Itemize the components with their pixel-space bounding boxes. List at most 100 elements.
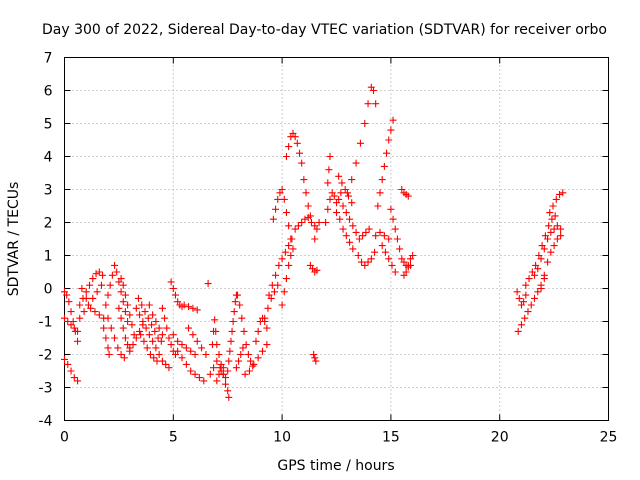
data-point	[119, 324, 127, 332]
data-point	[310, 351, 318, 358]
data-point	[117, 351, 125, 358]
data-point	[342, 232, 350, 240]
data-point	[302, 189, 310, 197]
data-point	[155, 324, 163, 332]
data-point	[324, 205, 332, 213]
data-point	[537, 255, 545, 263]
data-point	[191, 351, 199, 358]
data-point	[380, 162, 388, 170]
x-tick-label: 0	[60, 430, 69, 446]
data-point	[274, 195, 282, 203]
data-point	[311, 235, 319, 243]
data-point	[326, 153, 334, 160]
data-point	[330, 192, 338, 200]
data-point	[67, 308, 75, 316]
y-tick-label: -1	[39, 315, 53, 331]
data-point	[107, 324, 115, 332]
data-point	[237, 351, 245, 358]
data-point	[132, 304, 140, 312]
data-point	[349, 222, 357, 230]
data-point	[104, 344, 112, 352]
tick-labels: 0 5 10 15 20 25 -4 -3 -2 -1 0 1 2 3 4 5 6 7	[39, 51, 618, 446]
data-point	[93, 288, 101, 296]
data-point	[222, 380, 230, 388]
x-tick-label: 5	[169, 430, 178, 446]
data-point	[252, 337, 260, 345]
data-point	[105, 351, 113, 358]
data-point	[230, 308, 238, 316]
data-point	[148, 321, 156, 329]
data-point	[534, 288, 542, 296]
data-point	[514, 327, 522, 335]
data-point	[174, 337, 182, 345]
data-point	[335, 172, 343, 180]
data-point	[126, 311, 134, 319]
data-point	[549, 202, 557, 210]
data-point	[193, 337, 201, 345]
data-point	[265, 291, 273, 299]
x-tick-label: 20	[491, 430, 509, 446]
data-point	[540, 271, 548, 279]
data-point	[520, 298, 528, 306]
data-point	[82, 288, 90, 296]
data-point	[301, 215, 309, 223]
data-point	[371, 248, 379, 256]
data-point	[557, 232, 565, 240]
data-point	[402, 268, 410, 276]
data-point	[287, 235, 295, 243]
data-point	[388, 261, 396, 269]
data-point	[233, 291, 241, 299]
data-point	[525, 275, 533, 283]
data-point	[152, 344, 160, 352]
data-point	[517, 321, 525, 329]
data-point	[249, 362, 257, 370]
data-point	[522, 291, 530, 299]
data-point	[139, 318, 147, 325]
data-point	[324, 179, 332, 187]
data-point	[293, 139, 301, 147]
data-point	[182, 360, 190, 368]
data-point	[374, 202, 382, 210]
data-point	[385, 255, 393, 263]
data-point	[67, 321, 75, 329]
data-point	[76, 314, 84, 322]
y-tick-label: 5	[44, 117, 53, 133]
data-point	[238, 314, 246, 322]
data-point	[152, 318, 160, 325]
data-point	[294, 222, 302, 230]
data-point	[339, 225, 347, 233]
data-point	[385, 235, 393, 243]
data-point	[119, 298, 127, 306]
data-point	[114, 344, 122, 352]
data-point	[128, 321, 136, 329]
y-tick-label: 6	[44, 84, 53, 100]
data-point	[337, 189, 345, 197]
data-point	[178, 341, 186, 349]
data-point	[153, 357, 161, 365]
data-point	[121, 334, 129, 342]
data-point	[300, 176, 308, 184]
data-point	[282, 275, 290, 283]
data-point	[169, 285, 177, 292]
data-point	[76, 301, 84, 309]
data-point	[97, 281, 105, 289]
data-point	[78, 285, 86, 292]
data-point	[136, 327, 144, 335]
data-point	[138, 301, 146, 309]
data-point	[165, 334, 173, 342]
data-point	[74, 337, 82, 345]
data-point	[364, 258, 372, 266]
data-point	[178, 354, 186, 362]
y-axis-label: SDTVAR / TECUs	[6, 182, 22, 297]
data-point	[311, 354, 319, 362]
data-point	[376, 189, 384, 197]
data-point	[61, 314, 68, 322]
data-point	[315, 219, 323, 226]
data-point	[358, 258, 366, 266]
data-point	[132, 334, 140, 342]
data-point	[362, 228, 370, 236]
data-point	[326, 195, 334, 203]
data-point	[145, 331, 153, 339]
data-point	[191, 370, 199, 378]
x-tick-label: 10	[273, 430, 291, 446]
